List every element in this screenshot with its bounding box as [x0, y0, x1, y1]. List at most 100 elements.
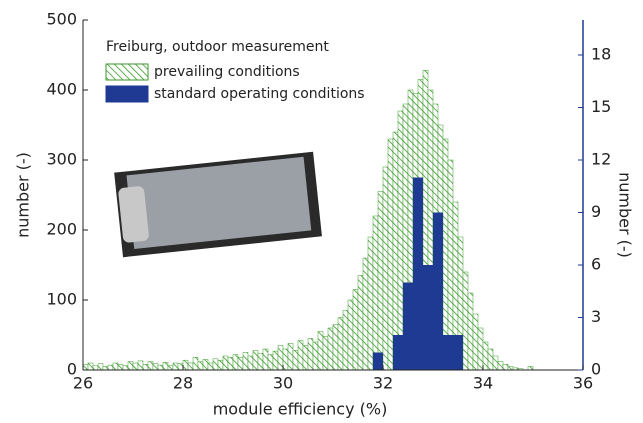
bar: [373, 352, 383, 370]
bar: [423, 265, 433, 370]
y-tick-label: 300: [46, 150, 77, 169]
legend-swatch: [105, 85, 149, 103]
y-tick-label: 0: [67, 360, 77, 379]
bar: [277, 345, 284, 371]
bar: [527, 366, 534, 371]
bar: [167, 365, 174, 371]
bar: [117, 364, 124, 371]
bar: [467, 292, 474, 371]
bar: [137, 360, 144, 371]
bar: [387, 138, 394, 371]
bar: [382, 166, 389, 371]
bar: [227, 357, 234, 371]
bar: [147, 361, 154, 371]
bar: [392, 131, 399, 371]
bar: [177, 363, 184, 371]
y-tick-label: 400: [46, 80, 77, 99]
x-tick-label: 26: [73, 374, 93, 393]
bar: [482, 341, 489, 371]
bar: [352, 289, 359, 371]
bar: [453, 335, 463, 370]
legend-swatch: [105, 63, 149, 81]
bar: [397, 110, 404, 371]
bar: [237, 357, 244, 371]
y2-tick-label: 15: [591, 97, 611, 116]
bar: [262, 348, 269, 371]
y-tick-label: 200: [46, 220, 77, 239]
bar: [267, 354, 274, 371]
bar: [472, 313, 479, 371]
y2-tick-label: 9: [591, 202, 601, 221]
x-tick-label: 36: [573, 374, 593, 393]
bar: [462, 271, 469, 371]
bar: [342, 310, 349, 371]
bar: [317, 331, 324, 371]
bar: [162, 362, 169, 371]
bar: [377, 191, 384, 371]
bar: [297, 340, 304, 371]
bar: [157, 364, 164, 371]
bar: [302, 345, 309, 371]
module-photo: [114, 151, 322, 258]
bar: [97, 363, 104, 371]
bar: [152, 363, 159, 371]
bar: [332, 324, 339, 371]
bar: [292, 350, 299, 371]
bar: [232, 354, 239, 371]
x-tick-label: 34: [473, 374, 493, 393]
x-tick-label: 28: [173, 374, 193, 393]
bar: [247, 355, 254, 371]
bar: [492, 355, 499, 371]
y-tick-label: 500: [46, 10, 77, 29]
bar: [122, 365, 129, 371]
bar: [107, 364, 114, 371]
bar: [182, 359, 189, 371]
bar: [217, 359, 224, 371]
bar: [367, 236, 374, 371]
bar: [92, 365, 99, 371]
bar: [142, 364, 149, 371]
y-tick-label: 100: [46, 290, 77, 309]
bar: [87, 362, 94, 371]
bar: [207, 362, 214, 371]
y2-tick-label: 6: [591, 255, 601, 274]
bar: [252, 350, 259, 371]
bar: [282, 348, 289, 371]
bar: [433, 212, 443, 370]
bar: [322, 336, 329, 371]
legend-label: prevailing conditions: [154, 64, 300, 80]
y2-tick-label: 3: [591, 307, 601, 326]
x-tick-label: 32: [373, 374, 393, 393]
bar: [497, 361, 504, 371]
bar: [307, 338, 314, 371]
bar: [172, 362, 179, 371]
x-axis-label: module efficiency (%): [213, 400, 388, 419]
y2-tick-label: 0: [591, 360, 601, 379]
bar: [132, 362, 139, 371]
bar: [127, 361, 134, 371]
y-axis-label: number (-): [14, 152, 33, 238]
bar: [212, 358, 219, 371]
bar: [82, 364, 89, 371]
bar: [372, 215, 379, 371]
bar: [357, 275, 364, 371]
bar: [192, 357, 199, 371]
bar: [477, 327, 484, 371]
bar: [487, 348, 494, 371]
bar: [443, 335, 453, 370]
bar: [507, 366, 514, 371]
bar: [312, 341, 319, 371]
y2-tick-label: 18: [591, 45, 611, 64]
bar: [393, 335, 403, 370]
bar: [112, 362, 119, 371]
bar: [222, 355, 229, 371]
bar: [202, 359, 209, 371]
bar: [272, 350, 279, 371]
bar: [257, 352, 264, 371]
legend-title: Freiburg, outdoor measurement: [106, 39, 329, 55]
bar: [347, 299, 354, 371]
x-tick-label: 30: [273, 374, 293, 393]
bar: [337, 317, 344, 371]
y2-axis-label: number (-): [616, 172, 635, 258]
